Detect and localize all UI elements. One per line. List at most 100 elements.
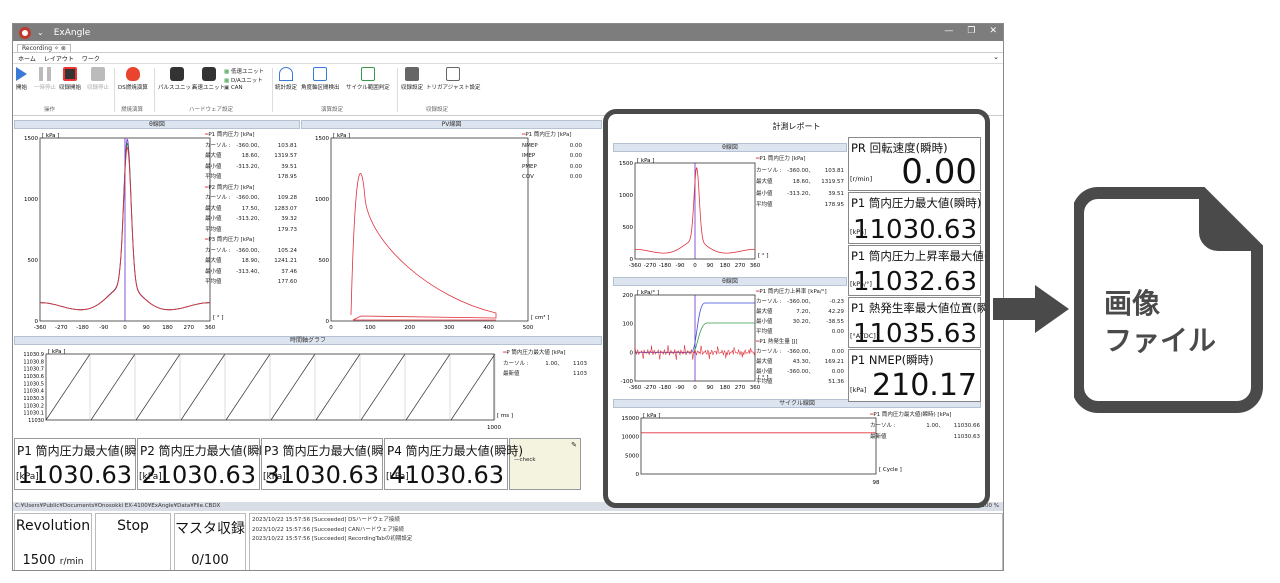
report-cycle-legend: ━ P1 筒内圧力最大値(瞬時) [kPa] カーソル :1.00、 11030.66… [870, 410, 982, 443]
menu-home[interactable]: ホーム [18, 55, 36, 63]
y-tick-label: 1500 [315, 136, 329, 142]
x-tick-label: -270 [644, 385, 657, 391]
record-stop-button[interactable]: 収録停止 [87, 67, 109, 91]
big-value-title: P2 筒内圧力最大値(瞬時) [140, 444, 277, 458]
group-combustion: 燃焼演算 [121, 107, 144, 113]
edit-icon[interactable]: ✎ [571, 441, 577, 449]
minimize-button[interactable]: — [944, 26, 954, 36]
y-tick-label: 200 [623, 293, 634, 299]
big-value: 21030.63 [141, 461, 256, 489]
report-value-panel: P1 筒内圧力最大値(瞬時) [kPa] 11030.63 [848, 192, 981, 245]
big-value-panel[interactable]: P1 筒内圧力最大値(瞬時) [kPa] 11030.63 [14, 438, 153, 490]
tab-recording[interactable]: Recording ✧ ⊗ [17, 44, 71, 52]
big-value-panel[interactable]: P3 筒内圧力最大値(瞬時) [kPa] 31030.63 [261, 438, 400, 490]
angle-detect-button[interactable]: 角度軸区間検出 [301, 67, 340, 91]
y-tick-label: 5000 [625, 453, 639, 459]
maximize-button[interactable]: ❐ [967, 26, 976, 36]
ds-combustion-button[interactable]: DS燃焼演算 [118, 67, 148, 91]
legend-row: 平均値 177.60 [205, 279, 297, 285]
report-cycle-title: サイクル線図 [613, 399, 981, 408]
y-tick-label: 0 [35, 319, 39, 325]
master-record-value: 0/100 [191, 553, 229, 568]
y-tick-label: 11030.4 [23, 389, 44, 395]
y-tick-label: 11030.8 [23, 359, 44, 365]
legend-row: COV 0.00 [522, 174, 582, 180]
record-start-button[interactable]: 収録開始 [59, 67, 81, 91]
menu-layout[interactable]: レイアウト [43, 55, 74, 63]
pv-series-line [350, 173, 497, 321]
legend-row: 最大値 43.30、 169.21 [756, 359, 844, 365]
lowspeed-unit-button[interactable]: ▦ 低速ユニット [224, 69, 264, 75]
da-unit-button[interactable]: ▦ D/Aユニット [224, 78, 263, 84]
record-icon [63, 67, 77, 81]
record-settings-icon [405, 67, 419, 81]
legend-row: 最小値 -313.20、 39.32 [205, 216, 297, 222]
legend-series-name: ━ P3 筒内圧力 [kPa] [205, 237, 255, 243]
big-value-panel[interactable]: P4 筒内圧力最大値(瞬時) [kPa] 41030.63 [384, 438, 523, 490]
big-value-panel[interactable]: P2 筒内圧力最大値(瞬時) [kPa] 21030.63 [137, 438, 276, 490]
time-panel-title: 時間軸グラフ [14, 336, 602, 345]
x-tick-label: -90 [676, 263, 685, 269]
check-panel[interactable]: —check ✎ [509, 438, 581, 490]
report-value-title: P1 熱発生率最大値位置(瞬時) [851, 301, 990, 315]
x-tick-label: 0 [123, 325, 127, 331]
x-tick-label: 0 [693, 263, 697, 269]
pause-button[interactable]: 一時停止 [34, 67, 56, 91]
ribbon-collapse-icon[interactable]: ⌄ [993, 53, 999, 61]
chevron-down-icon[interactable]: ⌄ [37, 28, 44, 37]
p1-series-line [635, 167, 755, 254]
legend-row: 最新値 11030.63 [870, 434, 980, 440]
report-value-unit: [kPa] [850, 386, 867, 394]
unit-icon: ▦ [224, 69, 231, 75]
close-button[interactable]: ✕ [989, 26, 997, 36]
x-tick-label: -360 [34, 325, 47, 331]
unit-icon: ▦ [224, 78, 231, 84]
gear-icon [201, 67, 216, 81]
trigger-adjust-button[interactable]: トリガアジャスト設定 [426, 67, 481, 91]
pv-panel-title: PV線図 [301, 120, 602, 129]
sawtooth-segment [270, 353, 316, 421]
flame-icon [125, 67, 140, 81]
y-tick-label: 0 [636, 472, 640, 478]
legend-row: 最小値 30.20、 -38.55 [756, 319, 844, 325]
report-theta-legend: ━ P1 筒内圧力 [kPa] カーソル : -360.00、 103.81 最大値 18.… [756, 154, 848, 212]
report-value-title: P1 筒内圧力上昇率最大値(瞬時) [851, 249, 989, 263]
report-title: 計測レポート [772, 122, 821, 131]
y-unit-label: [ kPa ] [42, 133, 59, 139]
sawtooth-segment [45, 353, 91, 421]
pv-chart[interactable]: 1500 1000 500 00 100 200 300 400 500 [ kPa ] [ cm³… [301, 130, 602, 336]
menu-work[interactable]: ワーク [81, 55, 100, 63]
group-operation: 操作 [44, 107, 56, 113]
stats-settings-button[interactable]: 統計設定 [275, 67, 297, 91]
title-bar: ⌄ ExAngle — ❐ ✕ [13, 24, 1003, 41]
x-tick-label: 0 [693, 385, 697, 391]
start-button[interactable]: 開始 [16, 67, 27, 91]
legend-row: 最大値 17.50、 1283.07 [205, 205, 297, 212]
x-tick-label: -180 [659, 385, 672, 391]
y-tick-label: 11030.5 [23, 381, 44, 387]
x-tick-label: 90 [707, 385, 714, 391]
report-value-title: P1 NMEP(瞬時) [851, 353, 934, 367]
pulse-unit-button[interactable]: パルスユニット [158, 67, 197, 91]
log-panel[interactable]: 2023/10/22 15:57:56 [Succeeded] DSハードウェア… [249, 513, 1003, 570]
big-value-title: P1 筒内圧力最大値(瞬時) [17, 444, 154, 458]
sawtooth-segment [450, 353, 496, 421]
highspeed-unit-button[interactable]: 高速ユニット [192, 67, 225, 91]
legend-row: 平均値 178.95 [205, 174, 297, 180]
x-tick-label: -180 [76, 325, 89, 331]
report-value-panel: P1 NMEP(瞬時) [kPa] 210.17 [848, 349, 981, 403]
record-settings-button[interactable]: 収録設定 [401, 67, 423, 91]
can-button[interactable]: ▣ CAN [224, 85, 243, 91]
x-tick-label: -270 [644, 263, 657, 269]
x-tick-label: 400 [483, 325, 494, 331]
x-tick-label: -360 [629, 385, 642, 391]
stop-button[interactable]: Stop [95, 513, 171, 570]
y-tick-label: 1000 [24, 197, 38, 203]
x-unit-label: [ ms ] [497, 413, 513, 419]
x-tick-label: 270 [184, 325, 195, 331]
document-tabs: Recording ✧ ⊗ [13, 41, 1003, 53]
big-value-unit: [kPa] [16, 472, 39, 482]
cycle-range-button[interactable]: サイクル範囲判定 [346, 67, 390, 91]
